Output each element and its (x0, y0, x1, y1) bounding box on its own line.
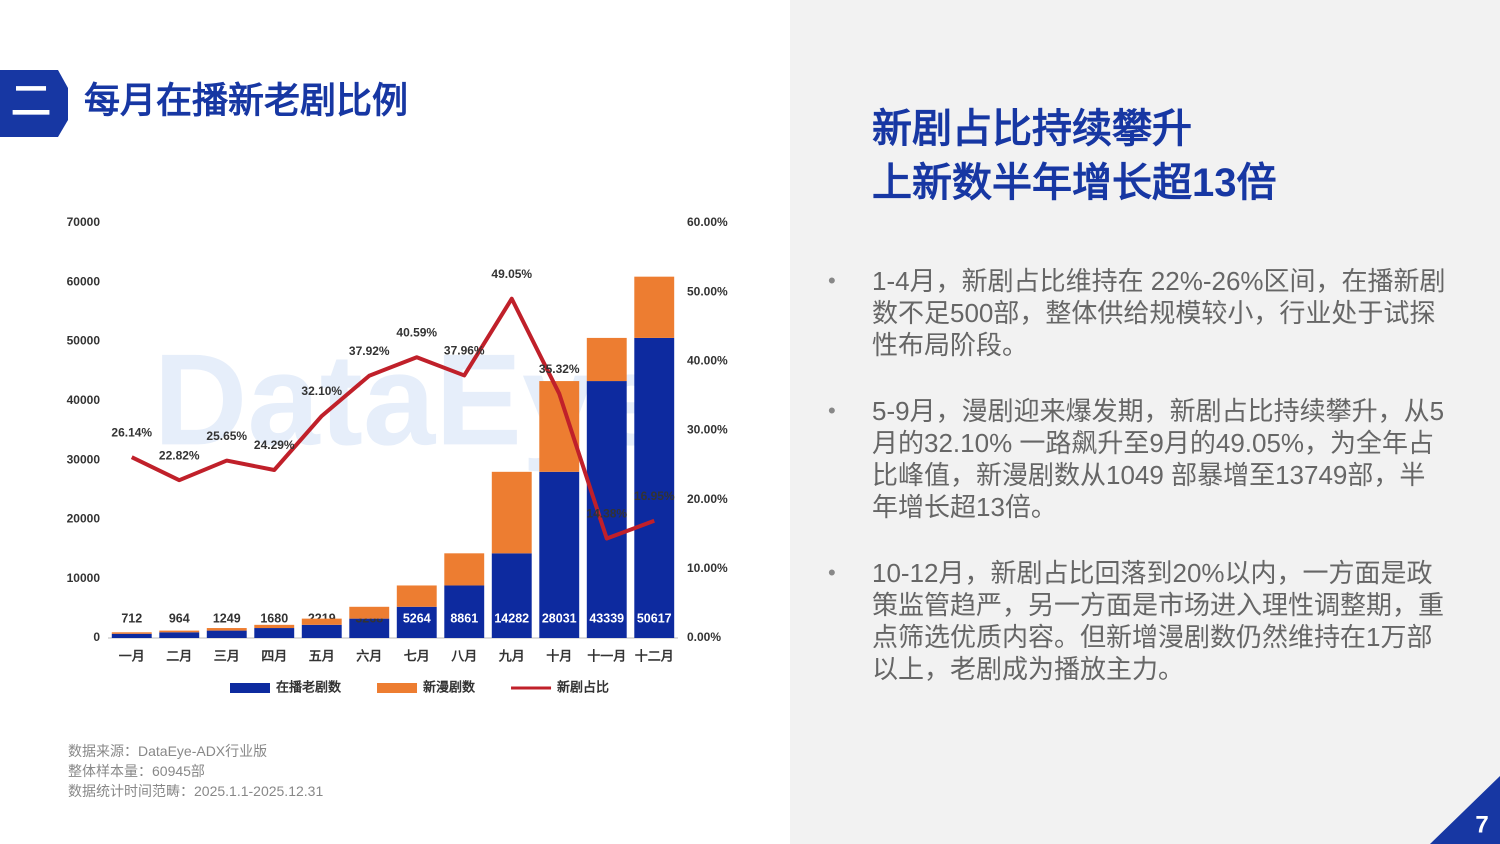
data-label: 14282 (494, 611, 529, 625)
summary-panel: 新剧占比持续攀升 上新数半年增长超13倍 1-4月，新剧占比维持在 22%-26… (790, 0, 1500, 844)
bar-segment (491, 471, 532, 554)
data-label: 37.92% (349, 344, 390, 358)
data-label: 32.10% (301, 384, 342, 398)
bar-segment (206, 630, 247, 638)
bar-segment (396, 606, 437, 638)
bar-segment (539, 471, 580, 638)
x-tick-label: 十一月 (587, 648, 626, 663)
y2-tick-label: 0.00% (687, 630, 721, 644)
chart: DataEye 二 每月在播新老剧比例 0 10000 20000 30000 4000… (0, 70, 728, 694)
y2-tick-label: 10.00% (687, 561, 728, 575)
data-label: 28031 (542, 611, 577, 625)
y2-tick-label: 30.00% (687, 423, 728, 437)
data-label: 22.82% (159, 448, 200, 462)
bullet: 10-12月，新剧占比回落到20%以内，一方面是政策监管趋严，另一方面是市场进入… (828, 557, 1448, 685)
bar-segment (301, 618, 342, 625)
y-tick-label: 10000 (67, 571, 101, 585)
page-number: 7 (1475, 811, 1488, 838)
x-tick-label: 七月 (404, 648, 430, 663)
bar-segment (301, 624, 342, 638)
y2-tick-label: 40.00% (687, 354, 728, 368)
legend-label: 在播老剧数 (276, 679, 342, 694)
headline: 新剧占比持续攀升 (872, 107, 1192, 151)
data-label: 49.05% (491, 267, 532, 281)
data-label: 5264 (403, 611, 431, 625)
x-tick-label: 三月 (214, 648, 240, 663)
note: 数据来源：DataEye-ADX行业版 (68, 743, 268, 759)
bar-segment (159, 630, 200, 633)
y-tick-label: 30000 (67, 452, 101, 466)
bar-segment (634, 276, 675, 338)
legend-label: 新剧占比 (557, 679, 609, 694)
legend-swatch (230, 683, 270, 693)
x-tick-label: 八月 (450, 648, 477, 663)
y2-tick-label: 60.00% (687, 215, 728, 229)
data-label: 25.65% (206, 429, 247, 443)
bar-segment (634, 337, 675, 638)
note: 整体样本量：60945部 (68, 763, 205, 779)
bullet: 5-9月，漫剧迎来爆发期，新剧占比持续攀升，从5月的32.10% 一路飙升至9月… (828, 395, 1448, 523)
legend-swatch (377, 683, 418, 693)
headline: 上新数半年增长超13倍 (872, 161, 1277, 205)
y-tick-label: 20000 (67, 512, 101, 526)
watermark: DataEye (153, 326, 666, 472)
bar-segment (254, 628, 295, 638)
bar-segment (349, 606, 390, 619)
x-tick-label: 九月 (498, 648, 525, 663)
data-label: 712 (121, 611, 142, 625)
note: 数据统计时间范畴：2025.1.1-2025.12.31 (68, 783, 324, 799)
section-badge (0, 70, 68, 137)
line-series (130, 296, 655, 541)
data-label: 14.38% (586, 507, 627, 521)
data-label: 24.29% (254, 438, 295, 452)
page-title: 每月在播新老剧比例 (84, 80, 408, 121)
data-label: 35.32% (539, 362, 580, 376)
y2-tick-label: 20.00% (687, 492, 728, 506)
data-label: 43339 (589, 611, 624, 625)
data-label: 40.59% (396, 325, 437, 339)
x-tick-label: 二月 (166, 648, 192, 663)
corner-triangle (1430, 776, 1500, 844)
data-label: 26.14% (111, 425, 152, 439)
y-tick-label: 60000 (67, 274, 101, 288)
x-tick-label: 十月 (546, 648, 572, 663)
bar-segment (206, 628, 247, 631)
page-corner: 7 (1430, 776, 1500, 844)
section-number: 二 (11, 80, 51, 124)
x-tick-label: 十二月 (635, 648, 674, 663)
y-tick-label: 0 (93, 630, 100, 644)
x-tick-label: 一月 (119, 648, 145, 663)
data-label: 16.95% (634, 489, 675, 503)
bar-segment (586, 337, 627, 382)
bullet-list: 1-4月，新剧占比维持在 22%-26%区间，在播新剧数不足500部，整体供给规… (828, 265, 1448, 719)
x-tick-label: 六月 (356, 648, 382, 663)
bar-segment (491, 553, 532, 638)
x-tick-label: 四月 (261, 648, 287, 663)
bar-segment (586, 381, 627, 638)
bar-segment (111, 633, 152, 638)
legend-label: 新漫剧数 (423, 679, 476, 694)
bar-segment (444, 553, 485, 586)
bullet: 1-4月，新剧占比维持在 22%-26%区间，在播新剧数不足500部，整体供给规… (828, 265, 1448, 361)
y2-tick-label: 50.00% (687, 284, 728, 298)
y-tick-label: 70000 (67, 215, 101, 229)
data-label: 50617 (637, 611, 672, 625)
data-label: 8861 (450, 611, 478, 625)
bar-segment (349, 618, 390, 638)
bar-segment (111, 632, 152, 634)
data-label: 1249 (213, 611, 241, 625)
data-label: 37.96% (444, 344, 485, 358)
bar-segment (396, 585, 437, 607)
y-tick-label: 40000 (67, 393, 101, 407)
y-tick-label: 50000 (67, 334, 101, 348)
bar-segment (159, 632, 200, 638)
x-tick-label: 五月 (309, 648, 335, 663)
data-label: 1680 (260, 611, 288, 625)
bar-segment (444, 585, 485, 638)
bar-segment (254, 624, 295, 629)
data-label: 964 (169, 611, 190, 625)
